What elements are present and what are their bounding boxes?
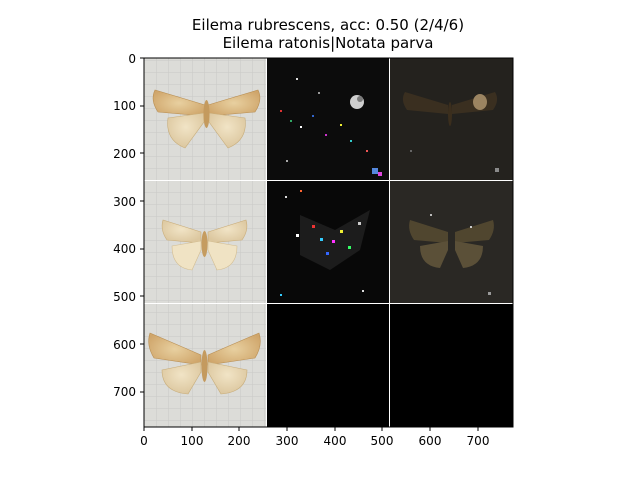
y-tick-label: 700 xyxy=(113,385,136,399)
cell-r3c2-empty xyxy=(267,304,389,427)
x-tick-label: 400 xyxy=(324,434,347,448)
y-tick-label: 400 xyxy=(113,242,136,256)
moth-specimen-2 xyxy=(161,219,248,271)
figure-title-line1: Eilema rubrescens, acc: 0.50 (2/4/6) xyxy=(191,16,465,34)
x-tick-label: 100 xyxy=(181,434,204,448)
y-tick-label: 600 xyxy=(113,338,136,352)
cell-r2c1-moth-photo xyxy=(144,181,266,303)
cell-r3c3-empty xyxy=(390,304,513,427)
x-tick-label: 700 xyxy=(467,434,490,448)
y-tick-label: 100 xyxy=(113,99,136,113)
x-tick-label: 200 xyxy=(228,434,251,448)
cell-r2c3-saliency-overlay xyxy=(390,181,513,303)
cell-r1c3-saliency-overlay xyxy=(390,58,513,180)
x-tick-label: 0 xyxy=(140,434,148,448)
figure-title-line2: Eilema ratonis|Notata parva xyxy=(222,34,434,52)
x-tick-label: 600 xyxy=(419,434,442,448)
y-tick-label: 500 xyxy=(113,290,136,304)
cell-r2c2-saliency-map xyxy=(267,181,389,303)
x-tick-label: 300 xyxy=(276,434,299,448)
cell-r1c2-saliency-map xyxy=(267,58,389,180)
y-tick-label: 300 xyxy=(113,195,136,209)
x-tick-label: 500 xyxy=(371,434,394,448)
moth-specimen-1 xyxy=(152,89,261,149)
y-tick-label: 200 xyxy=(113,147,136,161)
moth-specimen-3 xyxy=(148,332,261,395)
cell-r3c1-moth-photo xyxy=(144,304,266,427)
cell-r1c1-moth-photo xyxy=(144,58,266,180)
y-axis xyxy=(140,57,144,393)
y-tick-label: 0 xyxy=(128,52,136,66)
axes-frame xyxy=(143,57,514,428)
x-axis xyxy=(143,427,479,431)
